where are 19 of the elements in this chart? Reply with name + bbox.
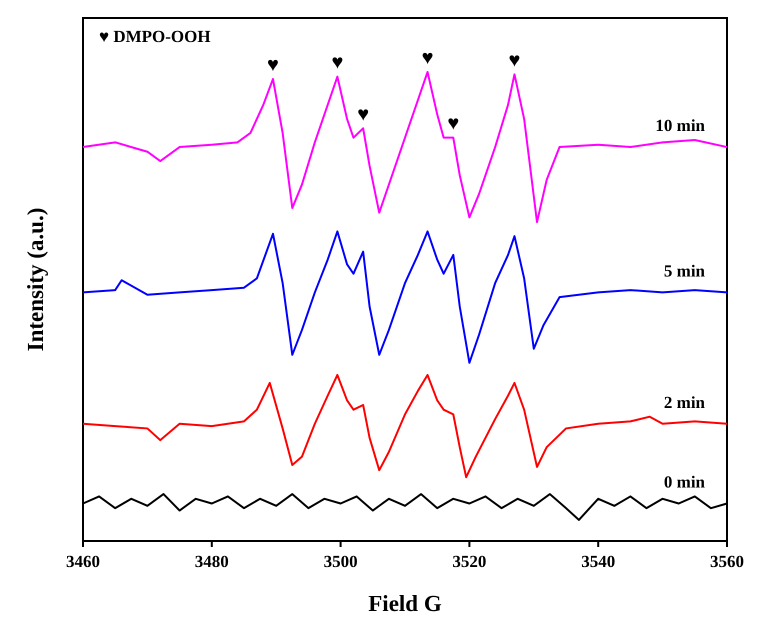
x-tick-label: 3480 xyxy=(194,552,229,571)
annotation: ♥ xyxy=(357,103,370,126)
annotation: ♥ xyxy=(508,49,520,72)
annotation: ♥ xyxy=(331,52,344,74)
x-tick-label: 3460 xyxy=(66,552,100,571)
annotation: ♥ xyxy=(267,54,279,76)
series-label: 2 min xyxy=(664,392,706,412)
x-tick-label: 3540 xyxy=(581,552,616,571)
y-axis-title: Intensity (a.u.) xyxy=(23,208,48,352)
series-label: 10 min xyxy=(655,116,706,136)
series-label: 0 min xyxy=(664,472,706,492)
x-axis-title: Field G xyxy=(368,591,442,616)
x-tick-label: 3500 xyxy=(324,552,358,571)
x-tick-label: 3520 xyxy=(452,552,486,571)
series-label: 5 min xyxy=(664,261,706,280)
x-tick-label: 3560 xyxy=(710,552,744,571)
annotation: ♥ xyxy=(422,47,434,69)
annotation: ♥ xyxy=(447,112,460,135)
text: ♥ DMPO-OOH xyxy=(99,27,211,46)
